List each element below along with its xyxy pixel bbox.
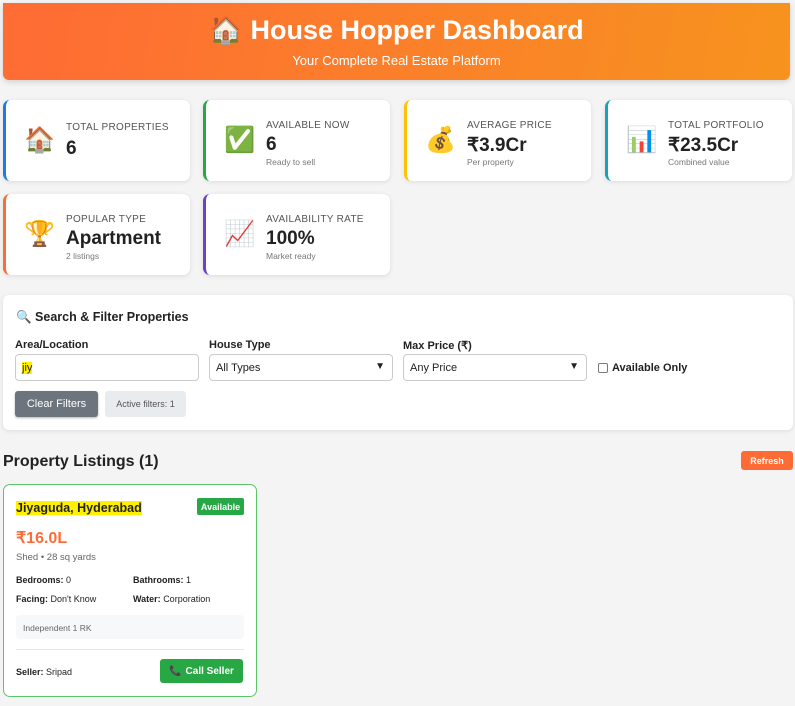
stat-value: Apartment: [66, 228, 162, 249]
dashboard-header: 🏠 House Hopper Dashboard Your Complete R…: [3, 3, 790, 80]
stat-card-popular-type: 🏆 POPULAR TYPE Apartment 2 listings: [3, 194, 190, 275]
status-badge: Available: [197, 498, 244, 515]
chevron-down-icon: ▼: [375, 361, 385, 372]
chevron-down-icon: ▼: [569, 361, 579, 372]
stat-label: AVAILABILITY RATE: [266, 214, 364, 225]
clear-filters-button[interactable]: Clear Filters: [15, 391, 98, 417]
listings-heading: Property Listings (1): [3, 453, 159, 470]
stat-sub: Per property: [467, 157, 514, 167]
stat-sub: Ready to sell: [266, 157, 316, 167]
stat-value: ₹3.9Cr: [467, 135, 527, 156]
property-description: Independent 1 RK: [16, 615, 244, 639]
checkbox-icon[interactable]: [598, 363, 608, 373]
house-type-value: All Types: [216, 362, 261, 374]
stat-card-total-properties: 🏠 TOTAL PROPERTIES 6: [3, 100, 190, 181]
facing: Facing: Don't Know: [16, 594, 97, 604]
stat-label: AVERAGE PRICE: [467, 120, 552, 131]
stat-sub: Combined value: [668, 157, 730, 167]
max-price-select[interactable]: Any Price ▼: [403, 354, 587, 381]
house-type-label: House Type: [209, 339, 271, 351]
property-card: Jiyaguda, Hyderabad Available ₹16.0L She…: [3, 484, 257, 697]
stat-card-total-portfolio: 📊 TOTAL PORTFOLIO ₹23.5Cr Combined value: [605, 100, 792, 181]
check-icon: ✅: [224, 126, 256, 154]
stat-card-average-price: 💰 AVERAGE PRICE ₹3.9Cr Per property: [404, 100, 591, 181]
seller: Seller: Sripad: [16, 667, 73, 677]
max-price-label: Max Price (₹): [403, 340, 472, 352]
stat-label: TOTAL PORTFOLIO: [668, 120, 764, 131]
stat-sub: 2 listings: [66, 251, 100, 261]
area-input[interactable]: jiy: [15, 354, 199, 381]
money-bag-icon: 💰: [425, 126, 457, 154]
house-icon: 🏠: [24, 126, 56, 154]
stat-value: 6: [66, 138, 77, 159]
trophy-icon: 🏆: [24, 220, 56, 248]
available-only-label: Available Only: [612, 362, 688, 374]
stat-label: POPULAR TYPE: [66, 214, 147, 225]
bar-chart-icon: 📊: [626, 126, 658, 154]
filter-panel: 🔍 Search & Filter Properties Area/Locati…: [3, 295, 793, 430]
bathrooms: Bathrooms: 1: [133, 575, 192, 585]
stat-value: 100%: [266, 228, 315, 249]
property-meta: Shed • 28 sq yards: [16, 552, 96, 563]
stat-label: AVAILABLE NOW: [266, 120, 350, 131]
stat-sub: Market ready: [266, 251, 316, 261]
filter-title: 🔍 Search & Filter Properties: [16, 310, 189, 324]
stat-card-available-now: ✅ AVAILABLE NOW 6 Ready to sell: [203, 100, 390, 181]
house-type-select[interactable]: All Types ▼: [209, 354, 393, 381]
call-seller-button[interactable]: 📞 Call Seller: [160, 659, 243, 683]
divider: [16, 649, 244, 650]
max-price-value: Any Price: [410, 362, 458, 374]
available-only-checkbox[interactable]: Available Only: [598, 362, 687, 374]
trend-chart-icon: 📈: [224, 220, 256, 248]
page-title: 🏠 House Hopper Dashboard: [209, 15, 584, 45]
property-location: Jiyaguda, Hyderabad: [16, 501, 142, 515]
stat-card-availability-rate: 📈 AVAILABILITY RATE 100% Market ready: [203, 194, 390, 275]
stat-value: 6: [266, 134, 277, 155]
bedrooms: Bedrooms: 0: [16, 575, 72, 585]
area-label: Area/Location: [15, 339, 89, 351]
area-input-value: jiy: [22, 362, 33, 374]
refresh-button[interactable]: Refresh: [741, 451, 793, 470]
page-subtitle: Your Complete Real Estate Platform: [292, 53, 501, 68]
stat-label: TOTAL PROPERTIES: [66, 122, 169, 133]
phone-icon: 📞: [169, 665, 182, 677]
stat-value: ₹23.5Cr: [668, 135, 739, 156]
property-price: ₹16.0L: [16, 530, 68, 547]
water: Water: Corporation: [133, 594, 211, 604]
active-filters-badge: Active filters: 1: [105, 391, 186, 417]
